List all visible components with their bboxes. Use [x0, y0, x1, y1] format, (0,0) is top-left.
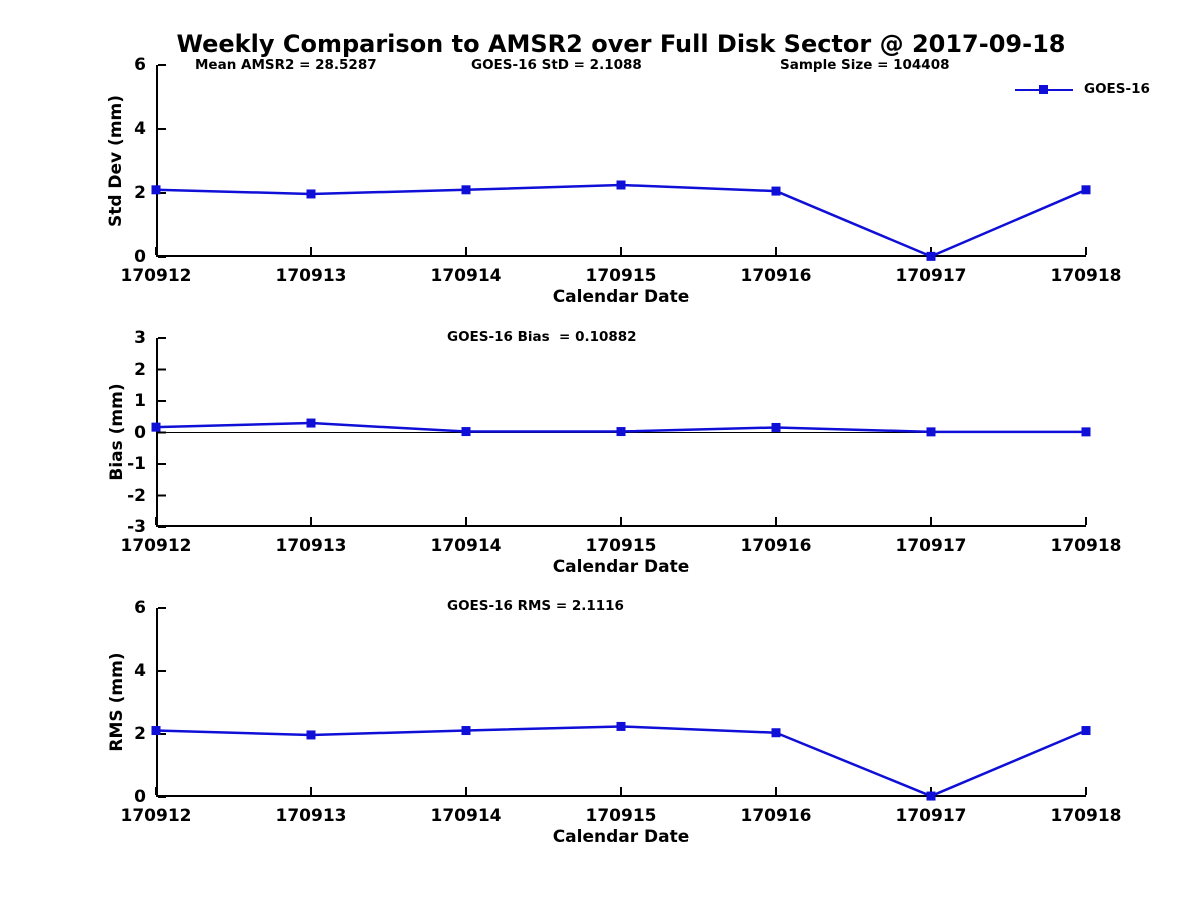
- y-axis-label: Std Dev (mm): [106, 94, 126, 228]
- x-tick-label: 170912: [120, 266, 192, 286]
- x-tick-label: 170913: [275, 806, 347, 826]
- data-point-marker: [461, 427, 471, 437]
- data-point-marker: [771, 422, 781, 432]
- data-point-marker: [306, 730, 316, 740]
- x-tick-label: 170915: [585, 536, 657, 556]
- x-tick-label: 170915: [585, 806, 657, 826]
- x-tick-label: 170912: [120, 536, 192, 556]
- data-point-marker: [616, 180, 626, 190]
- legend-label: GOES-16: [1084, 81, 1150, 97]
- y-tick-label: 6: [134, 55, 146, 75]
- data-point-marker: [771, 728, 781, 738]
- x-tick-label: 170918: [1050, 536, 1122, 556]
- plot-area-std-dev: [151, 64, 1091, 261]
- y-tick-label: 6: [134, 598, 146, 618]
- plot-area-rms: [151, 607, 1091, 801]
- annotation-goes16-std: GOES-16 StD = 2.1088: [471, 57, 642, 73]
- annotation-sample-size: Sample Size = 104408: [780, 57, 950, 73]
- data-point-marker: [1081, 726, 1091, 736]
- plot-area-bias: [151, 337, 1091, 528]
- data-point-marker: [306, 189, 316, 199]
- data-point-marker: [151, 185, 161, 195]
- x-tick-label: 170917: [895, 266, 967, 286]
- x-tick-label: 170913: [275, 536, 347, 556]
- legend: GOES-16: [1015, 81, 1175, 99]
- data-point-marker: [926, 791, 936, 801]
- y-tick-label: 3: [134, 328, 146, 348]
- y-tick-label: 4: [134, 119, 146, 139]
- y-tick-label: 1: [134, 391, 146, 411]
- data-point-marker: [151, 422, 161, 432]
- x-tick-label: 170914: [430, 266, 502, 286]
- y-tick-label: -3: [127, 517, 146, 537]
- y-tick-label: 0: [134, 422, 146, 443]
- x-axis-label: Calendar Date: [552, 557, 690, 577]
- y-tick-label: -1: [127, 454, 146, 474]
- y-tick-label: -2: [127, 485, 146, 506]
- y-tick-label: 2: [134, 359, 146, 380]
- data-point-marker: [926, 427, 936, 437]
- data-point-marker: [771, 186, 781, 196]
- data-point-marker: [1081, 427, 1091, 437]
- data-point-marker: [1081, 185, 1091, 195]
- annotation-goes16-bias: GOES-16 Bias = 0.10882: [447, 329, 637, 345]
- x-tick-label: 170916: [740, 536, 812, 556]
- series-line: [155, 183, 1087, 258]
- data-point-marker: [926, 251, 936, 261]
- y-tick-label: 0: [134, 787, 146, 807]
- x-axis-label: Calendar Date: [552, 287, 690, 307]
- x-tick-label: 170917: [895, 536, 967, 556]
- y-tick-label: 0: [134, 247, 146, 267]
- x-tick-label: 170916: [740, 806, 812, 826]
- annotation-goes16-rms: GOES-16 RMS = 2.1116: [447, 598, 624, 614]
- y-tick-label: 4: [134, 661, 146, 681]
- annotation-mean-amsr2: Mean AMSR2 = 28.5287: [195, 57, 377, 73]
- x-tick-label: 170918: [1050, 266, 1122, 286]
- x-tick-label: 170912: [120, 806, 192, 826]
- y-tick-label: 2: [134, 183, 146, 203]
- x-tick-label: 170917: [895, 806, 967, 826]
- x-tick-label: 170918: [1050, 806, 1122, 826]
- figure-title: Weekly Comparison to AMSR2 over Full Dis…: [176, 30, 1066, 58]
- data-point-marker: [151, 726, 161, 736]
- x-axis-label: Calendar Date: [552, 827, 690, 847]
- y-tick-label: 2: [134, 724, 146, 744]
- legend-square-marker-icon: [1039, 85, 1048, 94]
- data-point-marker: [461, 185, 471, 195]
- data-point-marker: [616, 721, 626, 731]
- data-point-marker: [616, 427, 626, 437]
- x-tick-label: 170914: [430, 806, 502, 826]
- x-tick-label: 170914: [430, 536, 502, 556]
- series-line: [155, 725, 1087, 798]
- legend-line-sample: [1015, 85, 1073, 94]
- x-tick-label: 170915: [585, 266, 657, 286]
- x-tick-label: 170913: [275, 266, 347, 286]
- data-point-marker: [306, 418, 316, 428]
- x-tick-label: 170916: [740, 266, 812, 286]
- data-point-marker: [461, 726, 471, 736]
